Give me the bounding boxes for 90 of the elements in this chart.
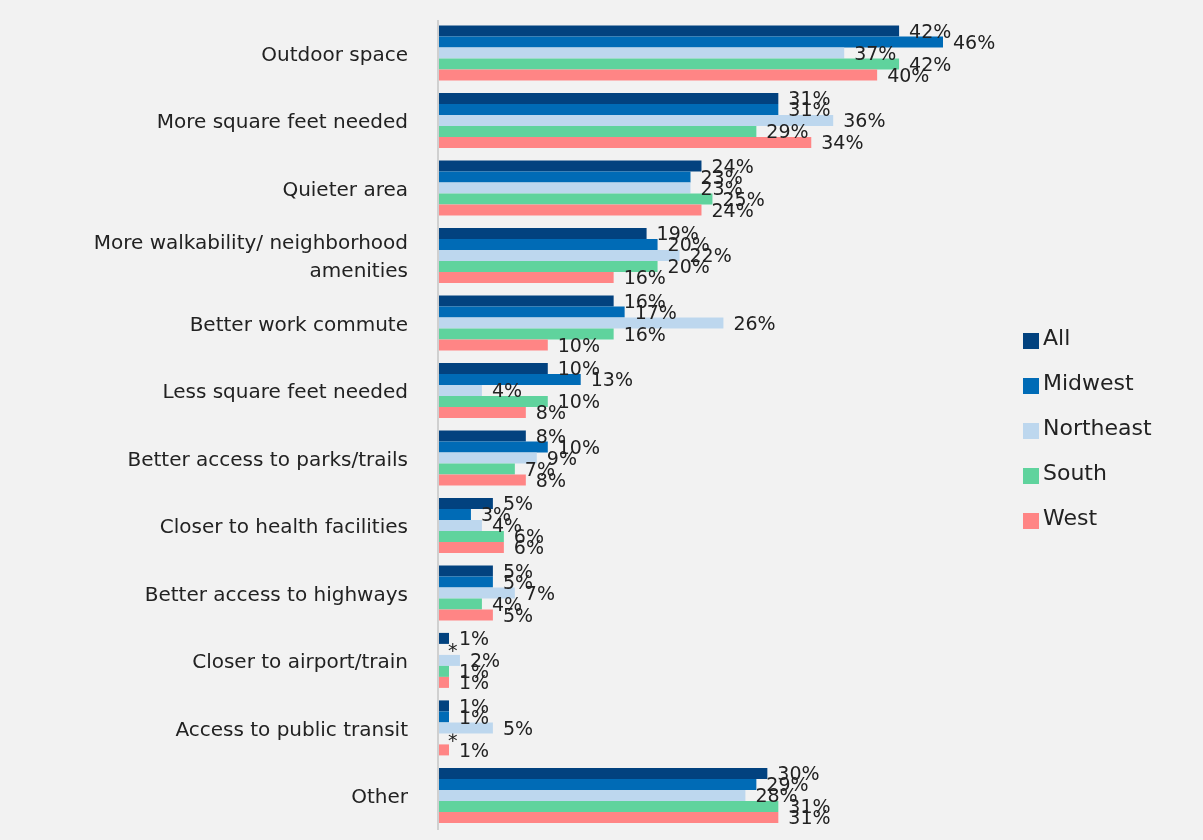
data-label: 4% — [491, 379, 523, 402]
y-tick-label: Other — [351, 784, 409, 809]
bar — [438, 227, 647, 239]
bar — [438, 463, 515, 475]
bar — [438, 204, 702, 216]
bar — [438, 598, 482, 610]
bar — [438, 328, 614, 340]
y-tick-label: More square feet needed — [156, 109, 408, 134]
y-tick-label: More walkability/ neighborhood amenities — [93, 230, 408, 283]
y-tick-label: Better access to parks/trails — [127, 446, 408, 471]
bar — [438, 789, 746, 801]
bar — [438, 182, 691, 194]
bar — [438, 317, 724, 329]
bar — [438, 441, 548, 453]
data-label: 10% — [557, 333, 601, 356]
data-label: 29% — [766, 120, 809, 143]
y-tick-label: Less square feet needed — [162, 379, 408, 404]
y-tick-label: Better work commute — [189, 311, 408, 336]
bar — [438, 69, 878, 81]
bar — [438, 565, 493, 577]
bar — [438, 103, 779, 115]
data-label: 46% — [953, 30, 996, 53]
bar — [438, 665, 449, 677]
bar — [438, 632, 449, 644]
bar — [438, 25, 900, 37]
bar — [438, 609, 493, 621]
bar — [438, 744, 449, 756]
bar — [438, 160, 702, 172]
bar — [438, 519, 482, 531]
bar — [438, 654, 460, 666]
bar — [438, 36, 943, 48]
bar — [438, 295, 614, 307]
bar — [438, 587, 515, 599]
bar — [438, 676, 449, 688]
data-label: 37% — [854, 41, 897, 64]
bar — [438, 430, 526, 442]
bar — [438, 58, 900, 70]
bar — [438, 767, 768, 779]
legend-label: West — [1043, 505, 1098, 530]
y-tick-label: Access to public transit — [175, 716, 409, 741]
data-label: 34% — [821, 131, 864, 154]
bar — [438, 406, 526, 418]
bar — [438, 306, 625, 318]
data-label: 5% — [502, 716, 534, 739]
bar — [438, 373, 581, 385]
bar — [438, 125, 757, 137]
y-tick-label: Closer to health facilities — [159, 514, 408, 539]
bar — [438, 530, 504, 542]
bar — [438, 362, 548, 374]
bar — [438, 474, 526, 486]
y-tick-label: Closer to airport/train — [192, 649, 408, 674]
data-label: 1% — [458, 627, 490, 650]
bar — [438, 271, 614, 283]
bar — [438, 541, 504, 553]
bar — [438, 497, 493, 509]
text: * — [448, 638, 458, 661]
bar — [438, 576, 493, 588]
data-label: 26% — [733, 311, 776, 334]
bar — [438, 700, 449, 712]
bar — [438, 395, 548, 407]
bar — [438, 800, 779, 812]
bar — [438, 92, 779, 104]
bar — [438, 47, 845, 59]
bar — [438, 114, 834, 126]
bar — [438, 452, 537, 464]
legend-label: Northeast — [1043, 415, 1152, 440]
bar — [438, 249, 680, 261]
bar — [438, 171, 691, 183]
data-label: 1% — [458, 738, 490, 761]
bar — [438, 238, 658, 250]
bar — [438, 193, 713, 205]
bar — [438, 811, 779, 823]
y-tick-label: Better access to highways — [144, 581, 408, 606]
legend-label: Midwest — [1043, 370, 1134, 395]
legend-label: All — [1043, 325, 1071, 350]
bar — [438, 384, 482, 396]
bar — [438, 260, 658, 272]
bar — [438, 136, 812, 148]
bar — [438, 778, 757, 790]
text: * — [448, 729, 458, 752]
bar — [438, 339, 548, 351]
legend-label: South — [1043, 460, 1107, 485]
y-tick-label: Quieter area — [282, 176, 408, 201]
data-label: 16% — [623, 266, 666, 289]
bar — [438, 711, 449, 723]
data-label: 16% — [623, 322, 666, 345]
bar — [438, 508, 471, 520]
y-tick-label: Outdoor space — [261, 41, 408, 66]
data-label: 36% — [843, 109, 886, 132]
bar — [438, 722, 493, 734]
